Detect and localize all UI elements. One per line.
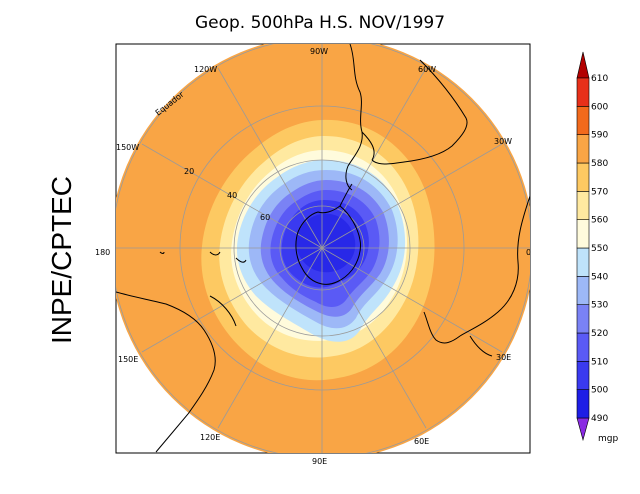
colorbar-tick-label: 540: [591, 272, 608, 282]
colorbar-tick-label: 530: [591, 301, 608, 311]
lat-label: 60: [260, 213, 270, 222]
page-title: Geop. 500hPa H.S. NOV/1997: [194, 13, 446, 33]
colorbar-swatch: [576, 332, 590, 362]
lon-label: 90W: [310, 47, 328, 56]
lon-label: 60W: [418, 65, 436, 74]
colorbar-swatch: [576, 247, 590, 277]
lon-label: 150W: [116, 143, 139, 152]
colorbar-swatch: [576, 219, 590, 249]
colorbar-swatch: [576, 134, 590, 164]
colorbar-swatch: [576, 304, 590, 334]
colorbar-swatch: [576, 106, 590, 135]
colorbar-tick-label: 590: [591, 131, 608, 141]
colorbar-tick-label: 560: [591, 216, 608, 226]
lon-label: 0: [526, 248, 531, 257]
colorbar-tick-label: 550: [591, 244, 608, 254]
meridian-lines: [116, 44, 530, 453]
lon-label: 150E: [118, 355, 138, 364]
colorbar-swatch: [576, 389, 590, 419]
colorbar-tick-label: 610: [591, 74, 608, 84]
colorbar-tick-label: 490: [591, 414, 608, 424]
lon-label: 60E: [414, 437, 429, 446]
colorbar-upper-triangle: [576, 51, 590, 79]
colorbar-lower-triangle: [576, 417, 590, 442]
lat-label: 40: [227, 191, 237, 200]
colorbar-swatch: [576, 361, 590, 390]
lon-label: 120E: [200, 433, 220, 442]
lon-label: 120W: [194, 65, 217, 74]
colorbar-tick-label: 510: [591, 357, 608, 367]
lat-label: 20: [184, 167, 194, 176]
colorbar-tick-label: 580: [591, 159, 608, 169]
colorbar-tick-label: 570: [591, 187, 608, 197]
longitude-labels: 90W 60W 30W 0 30E 60E 90E 120E 150E 180 …: [95, 47, 531, 466]
coastlines: [116, 44, 530, 453]
lon-label: 90E: [312, 457, 327, 466]
colorbar-swatch: [576, 191, 590, 220]
colorbar: 490 500 510 520 530 540 550 560 570 580 590 600 610: [576, 51, 608, 442]
colorbar-tick-label: 500: [591, 386, 608, 396]
colorbar-tick-label: 520: [591, 329, 608, 339]
latitude-labels: 20 40 60: [184, 167, 270, 222]
colorbar-swatch: [576, 276, 590, 305]
band-500: [296, 213, 356, 273]
lon-label: 30E: [496, 353, 511, 362]
lon-label: 180: [95, 248, 110, 257]
colorbar-tick-label: 600: [591, 102, 608, 112]
colorbar-unit: mgp: [598, 434, 618, 444]
lon-label: 30W: [494, 137, 512, 146]
colorbar-swatch: [576, 77, 590, 107]
colorbar-swatch: [576, 162, 590, 192]
